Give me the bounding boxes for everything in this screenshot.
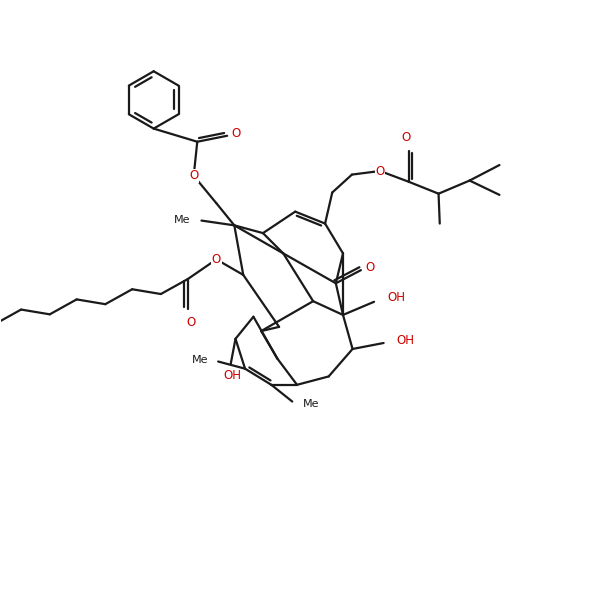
Text: OH: OH	[387, 290, 405, 304]
Text: O: O	[212, 253, 221, 266]
Text: Me: Me	[174, 215, 191, 225]
Text: O: O	[231, 127, 240, 140]
Text: O: O	[366, 261, 375, 274]
Text: OH: OH	[397, 334, 415, 347]
Text: O: O	[189, 169, 199, 182]
Text: O: O	[376, 164, 385, 178]
Text: Me: Me	[303, 399, 319, 409]
Text: O: O	[401, 131, 411, 144]
Text: OH: OH	[223, 370, 241, 382]
Text: Me: Me	[192, 355, 209, 365]
Text: O: O	[186, 316, 196, 329]
